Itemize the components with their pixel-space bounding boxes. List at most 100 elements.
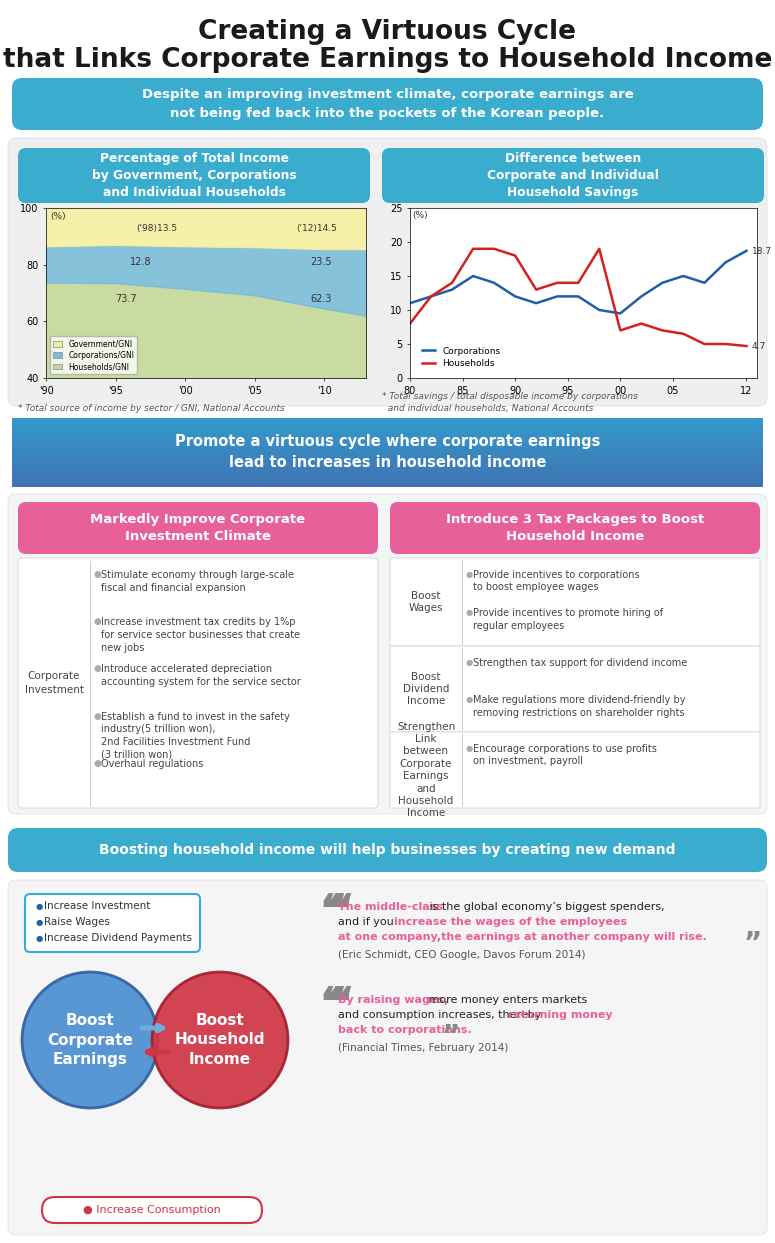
- Text: “: “: [318, 984, 347, 1028]
- Households: [679, 327, 688, 342]
- Line: Households: Households: [410, 249, 746, 346]
- Text: and consumption increases, thereby: and consumption increases, thereby: [338, 1011, 545, 1021]
- Households: [721, 337, 730, 352]
- Corporations: [574, 288, 583, 303]
- Text: 4.7: 4.7: [752, 342, 766, 352]
- Text: Overhaul regulations: Overhaul regulations: [101, 758, 203, 768]
- Corporations: [700, 276, 709, 291]
- Households: [594, 241, 604, 256]
- Text: (%): (%): [412, 211, 428, 220]
- Bar: [12, 434, 763, 436]
- Households: [553, 276, 562, 291]
- Households: [490, 241, 499, 256]
- Bar: [12, 484, 763, 486]
- FancyBboxPatch shape: [390, 558, 760, 646]
- Bar: [12, 423, 763, 425]
- Corporations: [553, 288, 562, 303]
- Text: ●: ●: [36, 917, 43, 926]
- Text: Percentage of Total Income
by Government, Corporations
and Individual Households: Percentage of Total Income by Government…: [91, 152, 296, 199]
- Text: ●: ●: [466, 658, 474, 667]
- Text: 23.5: 23.5: [310, 256, 332, 267]
- Bar: [12, 477, 763, 480]
- FancyBboxPatch shape: [12, 78, 763, 131]
- Bar: [12, 456, 763, 460]
- Corporations: [637, 288, 646, 303]
- Bar: [12, 443, 763, 446]
- Text: “: “: [325, 892, 354, 935]
- Text: “: “: [325, 984, 354, 1028]
- FancyBboxPatch shape: [18, 558, 378, 808]
- Text: Strengthen
Link
between
Corporate
Earnings
and
Household
Income: Strengthen Link between Corporate Earnin…: [397, 722, 455, 818]
- Text: Provide incentives to corporations
to boost employee wages: Provide incentives to corporations to bo…: [473, 571, 639, 593]
- FancyBboxPatch shape: [8, 880, 767, 1236]
- Bar: [12, 428, 763, 430]
- Bar: [12, 441, 763, 444]
- Households: [658, 323, 667, 338]
- Text: Boosting household income will help businesses by creating new demand: Boosting household income will help busi…: [99, 843, 676, 856]
- Bar: [12, 445, 763, 447]
- Bar: [12, 480, 763, 482]
- Text: and if you: and if you: [338, 917, 398, 927]
- FancyBboxPatch shape: [12, 418, 763, 486]
- Legend: Corporations, Households: Corporations, Households: [418, 343, 504, 372]
- FancyBboxPatch shape: [8, 138, 767, 406]
- Corporations: [721, 255, 730, 270]
- Line: Corporations: Corporations: [410, 251, 746, 313]
- Bar: [12, 436, 763, 439]
- Bar: [12, 450, 763, 452]
- Text: Provide incentives to promote hiring of
regular employees: Provide incentives to promote hiring of …: [473, 608, 663, 630]
- FancyBboxPatch shape: [382, 148, 764, 203]
- Text: Establish a fund to invest in the safety
industry(5 trillion won),
2nd Facilitie: Establish a fund to invest in the safety…: [101, 711, 290, 759]
- Corporations: [532, 296, 541, 311]
- Text: Introduce 3 Tax Packages to Boost
Household Income: Introduce 3 Tax Packages to Boost Househ…: [446, 513, 704, 543]
- Corporations: [594, 302, 604, 317]
- Corporations: [658, 276, 667, 291]
- Corporations: [742, 244, 751, 259]
- Bar: [12, 461, 763, 464]
- Text: Creating a Virtuous Cycle: Creating a Virtuous Cycle: [198, 19, 577, 45]
- Households: [468, 241, 477, 256]
- Text: Raise Wages: Raise Wages: [44, 917, 110, 927]
- Text: The middle-class: The middle-class: [338, 902, 443, 912]
- Text: ●: ●: [466, 745, 474, 753]
- Text: Boost
Wages: Boost Wages: [408, 590, 443, 613]
- Bar: [12, 425, 763, 428]
- Text: increase the wages of the employees: increase the wages of the employees: [394, 917, 627, 927]
- Households: [511, 249, 520, 264]
- Households: [615, 323, 625, 338]
- FancyBboxPatch shape: [42, 1197, 262, 1223]
- Text: (%): (%): [50, 213, 66, 221]
- FancyBboxPatch shape: [8, 493, 767, 814]
- Text: (Financial Times, February 2014): (Financial Times, February 2014): [338, 1043, 508, 1053]
- Text: back to corporations.: back to corporations.: [338, 1025, 472, 1035]
- Text: Increase Investment: Increase Investment: [44, 901, 150, 911]
- Households: [426, 288, 436, 303]
- Text: that Links Corporate Earnings to Household Income: that Links Corporate Earnings to Househo…: [3, 47, 772, 73]
- Bar: [12, 454, 763, 457]
- Corporations: [447, 282, 456, 297]
- Bar: [12, 420, 763, 423]
- Bar: [12, 466, 763, 469]
- Text: * Total source of income by sector / GNI, National Accounts: * Total source of income by sector / GNI…: [18, 404, 284, 413]
- Bar: [12, 470, 763, 472]
- Corporations: [468, 268, 477, 283]
- Text: at one company,the earnings at another company will rise.: at one company,the earnings at another c…: [338, 932, 707, 942]
- Text: more money enters markets: more money enters markets: [425, 994, 587, 1006]
- Bar: [12, 439, 763, 441]
- Text: 73.7: 73.7: [115, 293, 137, 303]
- Corporations: [511, 288, 520, 303]
- Text: Increase investment tax credits by 1%p
for service sector businesses that create: Increase investment tax credits by 1%p f…: [101, 618, 300, 653]
- Text: ('98)13.5: ('98)13.5: [136, 224, 177, 232]
- Text: Stimulate economy through large-scale
fiscal and financial expansion: Stimulate economy through large-scale fi…: [101, 571, 294, 593]
- Text: ●: ●: [36, 933, 43, 942]
- Text: Boost
Household
Income: Boost Household Income: [174, 1013, 265, 1068]
- Text: Make regulations more dividend-friendly by
removing restrictions on shareholder : Make regulations more dividend-friendly …: [473, 695, 686, 717]
- Text: ● Increase Consumption: ● Increase Consumption: [83, 1204, 221, 1214]
- Corporations: [426, 288, 436, 303]
- Text: “: “: [318, 892, 347, 935]
- FancyBboxPatch shape: [390, 502, 760, 554]
- Text: Increase Dividend Payments: Increase Dividend Payments: [44, 933, 192, 943]
- Text: Promote a virtuous cycle where corporate earnings
lead to increases in household: Promote a virtuous cycle where corporate…: [175, 434, 600, 470]
- Text: Despite an improving investment climate, corporate earnings are
not being fed ba: Despite an improving investment climate,…: [142, 88, 633, 119]
- Text: Corporate
Investment: Corporate Investment: [25, 671, 84, 695]
